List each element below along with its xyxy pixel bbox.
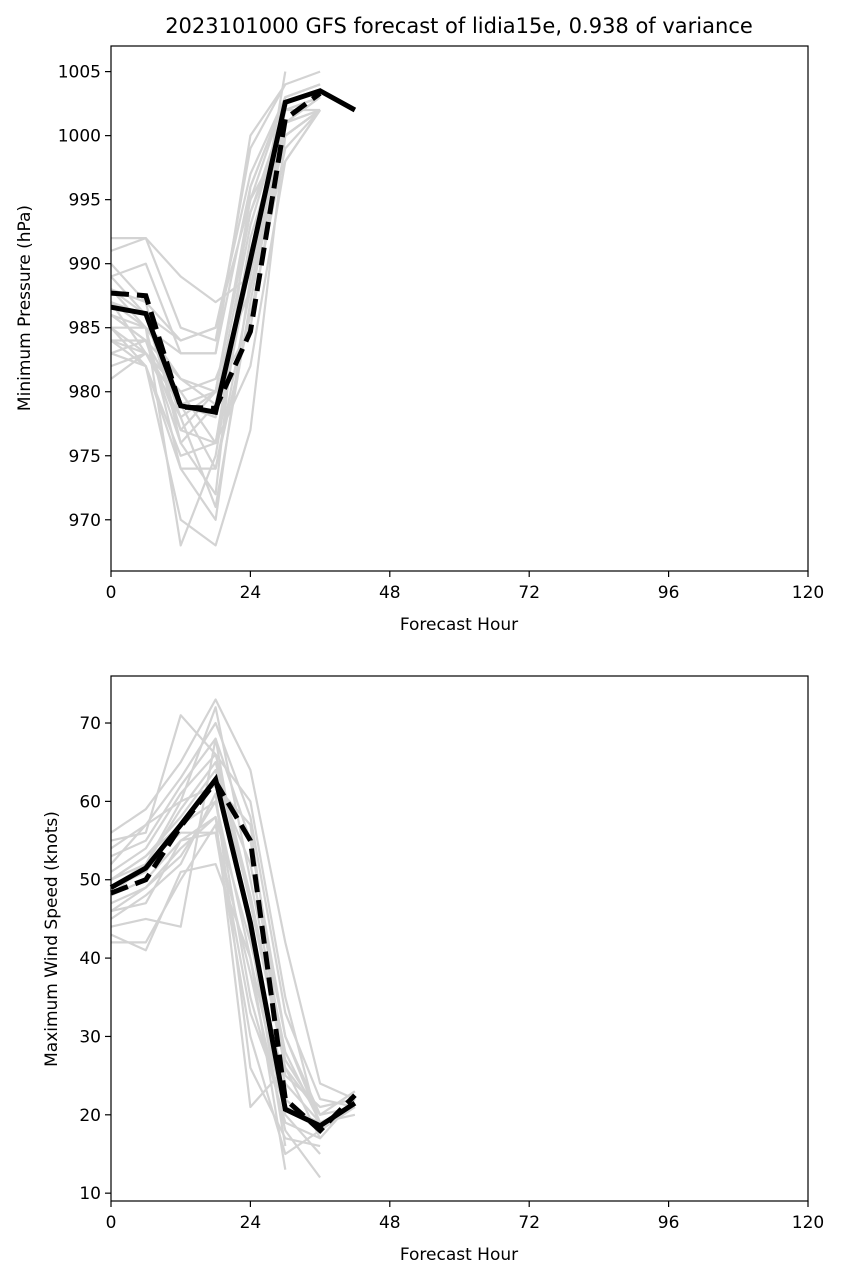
pressure-y-tick-label: 975 (69, 447, 101, 467)
wind-x-tick-label: 120 (792, 1213, 824, 1233)
pressure-y-tick-label: 985 (69, 319, 101, 339)
pressure-ensemble-member-line (110, 122, 287, 509)
wind-x-tick-label: 24 (240, 1213, 262, 1233)
pressure-y-tick-label: 1005 (58, 63, 101, 83)
pressure-ensemble-member-line (110, 83, 287, 355)
pressure-x-tick-label: 24 (240, 583, 262, 603)
pressure-y-tick-label: 980 (69, 383, 101, 403)
pressure-y-tick-label: 1000 (58, 127, 101, 147)
wind-dashed-line (110, 777, 357, 1134)
wind-y-tick-label: 40 (79, 949, 101, 969)
pressure-y-tick-label: 990 (69, 255, 101, 275)
pressure-solid-line (110, 88, 357, 416)
wind-x-tick-label: 96 (658, 1213, 680, 1233)
pressure-x-tick-label: 96 (658, 583, 680, 603)
pressure-x-tick-label: 120 (792, 583, 824, 603)
wind-y-tick-label: 70 (79, 714, 101, 734)
wind-x-tick-label: 72 (518, 1213, 540, 1233)
wind-ensemble-member-line (110, 737, 287, 1147)
wind-y-axis-label: Maximum Wind Speed (knots) (42, 811, 62, 1067)
wind-x-tick-label: 0 (106, 1213, 117, 1233)
pressure-ensemble-member-line (110, 109, 321, 470)
pressure-y-ticks: 970 975 980 985 990 995 1000 1005 (58, 63, 111, 531)
wind-ensemble-member-line (110, 721, 356, 1109)
wind-ensemble-lines (110, 698, 356, 1179)
pressure-x-tick-label: 72 (518, 583, 540, 603)
wind-x-axis-label: Forecast Hour (400, 1245, 518, 1265)
pressure-x-tick-label: 0 (106, 583, 117, 603)
wind-y-tick-label: 10 (79, 1184, 101, 1204)
wind-ensemble-member-line (110, 753, 322, 1116)
pressure-dashed-line (110, 91, 322, 411)
wind-y-tick-label: 60 (79, 792, 101, 812)
wind-y-tick-label: 20 (79, 1106, 101, 1126)
wind-x-tick-label: 48 (379, 1213, 401, 1233)
pressure-x-ticks: 0 24 48 72 96 120 (106, 571, 824, 603)
pressure-x-axis-label: Forecast Hour (400, 615, 518, 635)
pressure-x-tick-label: 48 (379, 583, 401, 603)
pressure-y-tick-label: 970 (69, 511, 101, 531)
pressure-main-lines (110, 88, 357, 416)
wind-ensemble-member-line (111, 823, 356, 1124)
chart-title: 2023101000 GFS forecast of lidia15e, 0.9… (165, 14, 753, 38)
wind-ensemble-member-line (110, 831, 321, 1156)
wind-ensemble-member-line (110, 776, 356, 1124)
wind-ensemble-member-line (110, 698, 356, 1101)
wind-axes-frame (110, 675, 809, 1202)
wind-y-tick-label: 30 (79, 1027, 101, 1047)
wind-y-ticks: 10 20 30 40 50 60 70 (79, 714, 111, 1204)
pressure-axes-frame (110, 45, 809, 572)
pressure-y-axis-label: Minimum Pressure (hPa) (15, 205, 35, 411)
wind-ensemble-member-line (110, 862, 287, 1170)
wind-x-ticks: 0 24 48 72 96 120 (106, 1201, 824, 1233)
wind-ensemble-member-line (110, 792, 321, 1148)
pressure-ensemble-member-line (110, 109, 321, 406)
pressure-panel: 2023101000 GFS forecast of lidia15e, 0.9… (15, 14, 824, 635)
wind-panel: 0 24 48 72 96 120 10 20 30 40 50 60 70 Forecast Hou… (42, 675, 824, 1265)
pressure-y-tick-label: 995 (69, 191, 101, 211)
wind-main-lines (109, 773, 357, 1134)
wind-y-tick-label: 50 (79, 871, 101, 891)
